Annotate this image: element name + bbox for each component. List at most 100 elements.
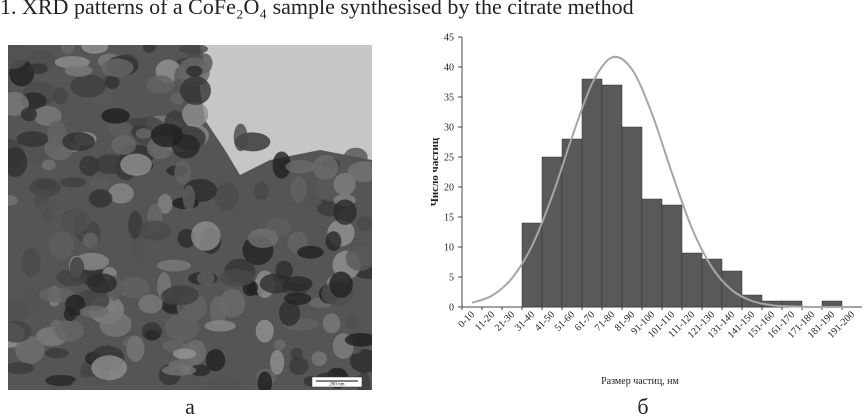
particle [128, 211, 143, 239]
x-tick-label: 51-60 [553, 309, 577, 333]
particle [39, 286, 75, 303]
particle [91, 355, 128, 381]
particle [285, 159, 316, 174]
particle [189, 364, 211, 377]
particle [312, 154, 339, 180]
particle [28, 63, 48, 74]
particle [170, 92, 185, 105]
particle [15, 335, 45, 365]
y-tick-label: 0 [449, 303, 454, 314]
particle [329, 271, 353, 298]
particle [186, 65, 203, 77]
particle [164, 314, 200, 342]
particle [64, 64, 93, 77]
particle [333, 173, 356, 196]
y-tick-label: 40 [444, 63, 454, 74]
y-tick-label: 25 [444, 153, 454, 164]
caption: 1. XRD patterns of a CoFe₂O₄ sample synt… [0, 0, 634, 19]
x-axis-label: Размер частиц, нм [601, 376, 679, 387]
particle [79, 305, 110, 318]
particle [117, 277, 150, 299]
particle [174, 160, 191, 185]
y-tick-label: 15 [444, 213, 454, 224]
x-tick-label: 61-70 [573, 309, 597, 333]
x-tick-label: 41-50 [533, 309, 557, 333]
particle [62, 132, 95, 151]
particle [172, 348, 196, 359]
particle [206, 376, 242, 390]
particle [273, 339, 286, 350]
particle [71, 376, 107, 390]
fit-curve [471, 55, 852, 309]
bar [581, 78, 603, 308]
particle [100, 58, 134, 78]
particle [182, 101, 209, 128]
particle [177, 229, 196, 248]
particle [219, 268, 255, 287]
particle [41, 159, 56, 171]
x-tick-label: 71-80 [593, 309, 617, 333]
particle [259, 273, 293, 294]
bar [661, 204, 683, 308]
particle [255, 319, 274, 343]
y-axis-label: Число частиц [429, 137, 441, 206]
particle [99, 311, 132, 337]
particle [248, 228, 279, 248]
particle [135, 128, 152, 139]
particle [345, 314, 360, 330]
particle [45, 374, 77, 387]
bar [681, 252, 703, 308]
particle [104, 75, 120, 90]
y-tick-label: 10 [444, 243, 454, 254]
particle [204, 320, 236, 332]
particle [8, 362, 35, 375]
particle [168, 360, 183, 371]
particle [325, 231, 342, 251]
particle [179, 45, 208, 55]
particle [138, 294, 163, 314]
x-tick-label: 21-30 [493, 309, 517, 333]
particle [150, 123, 183, 148]
particle [139, 220, 171, 241]
particle [278, 300, 301, 327]
particle [87, 273, 117, 294]
y-tick-label: 45 [444, 33, 454, 44]
particle [270, 349, 285, 375]
particle [304, 193, 323, 208]
particle [8, 45, 29, 69]
particle [160, 288, 182, 305]
scale-bar-label: 200 nm [329, 383, 344, 388]
particle [44, 348, 69, 359]
particle [89, 178, 110, 189]
panel-label: а [185, 394, 195, 418]
particle [311, 351, 327, 367]
particle [131, 232, 147, 262]
particle [47, 120, 67, 149]
y-tick-label: 20 [444, 183, 454, 194]
particle [345, 245, 372, 271]
particle [322, 313, 341, 334]
particle [60, 208, 92, 234]
particle [21, 248, 41, 278]
y-tick-label: 30 [444, 123, 454, 134]
particle [39, 200, 61, 214]
particle [185, 339, 207, 365]
particle [146, 75, 175, 94]
particle [83, 232, 98, 248]
particle [88, 189, 113, 208]
bar [521, 222, 543, 308]
particle [197, 270, 215, 286]
particle [126, 335, 145, 362]
particle [81, 45, 109, 54]
bar [561, 138, 583, 308]
x-tick-label: 11-20 [473, 309, 497, 333]
panel-label: б [637, 394, 648, 418]
particle [101, 108, 130, 124]
particle [157, 193, 173, 214]
particle [53, 87, 68, 105]
particle [8, 320, 32, 343]
particle [144, 330, 160, 341]
particle [142, 45, 156, 53]
particle [289, 357, 309, 375]
